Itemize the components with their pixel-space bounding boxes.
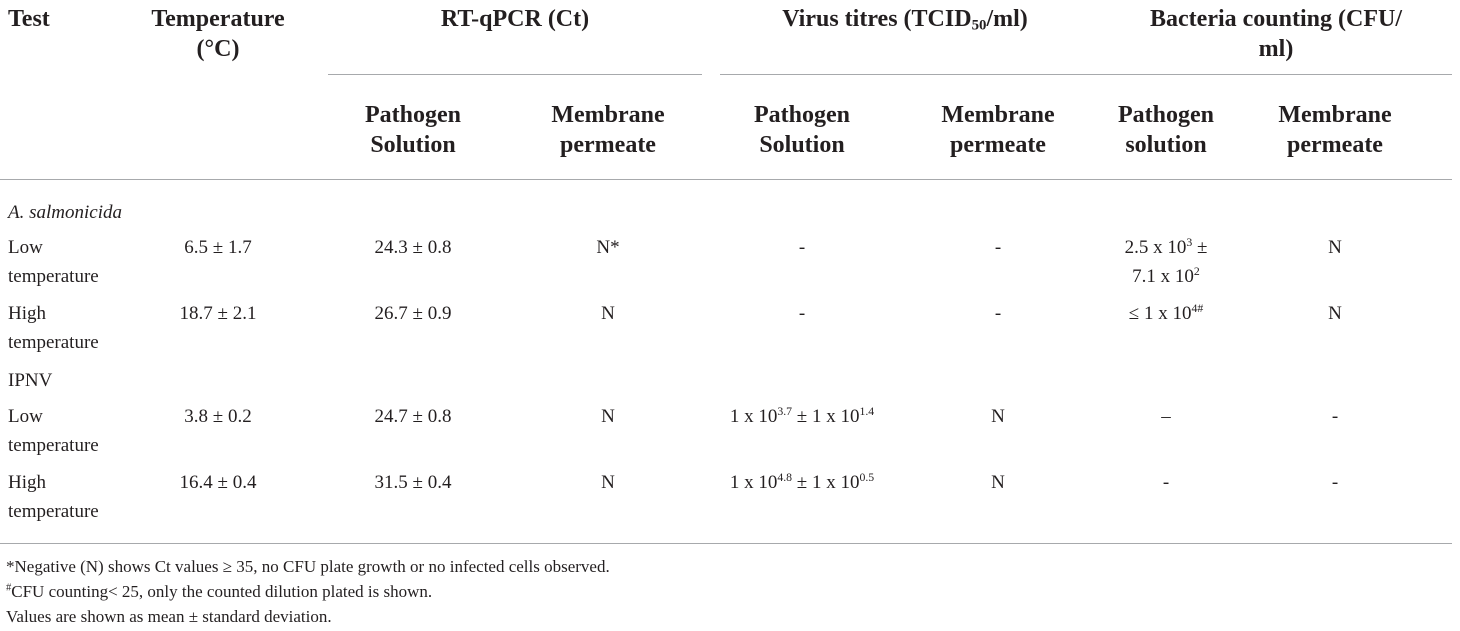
rule-header-bottom [0, 179, 1452, 180]
subheader-bact-membrane: Membrane permeate [1250, 100, 1420, 160]
header-virus-pre: Virus titres (TCID [782, 6, 972, 32]
row-label-line: temperature [8, 266, 99, 287]
row-label-line: temperature [8, 332, 99, 353]
cell-part: 7.1 x 10 [1132, 266, 1194, 287]
cell-bact-pathogen: – [1161, 406, 1171, 427]
cell-temperature: 6.5 ± 1.7 [184, 237, 252, 258]
cell-sup: 4.8 [777, 470, 793, 484]
footnote-negative: *Negative (N) shows Ct values ≥ 35, no C… [6, 557, 610, 576]
cell-rt-pathogen: 24.3 ± 0.8 [374, 237, 452, 258]
cell-rt-pathogen: 24.7 ± 0.8 [374, 406, 452, 427]
cell-sup: 3 [1186, 235, 1193, 249]
header-bacteria-line2: ml) [1258, 36, 1294, 62]
header-rtqpcr: RT-qPCR (Ct) [440, 6, 590, 32]
cell-bact-pathogen: - [1162, 472, 1170, 493]
cell-temperature: 18.7 ± 2.1 [179, 303, 257, 324]
cell-bact-membrane: N [1328, 303, 1342, 324]
subheader-line: Membrane [941, 102, 1055, 128]
cell-rt-membrane: N* [596, 237, 620, 258]
rule-table-bottom [0, 543, 1452, 544]
cell-virus-membrane: N [991, 472, 1005, 493]
cell-part: ± 1 x 10 [792, 406, 860, 427]
subheader-line: Pathogen [1118, 102, 1214, 128]
cell-virus-membrane: N [991, 406, 1005, 427]
cell-temperature: 3.8 ± 0.2 [184, 406, 252, 427]
row-label-line: temperature [8, 435, 99, 456]
subheader-line: permeate [560, 132, 656, 158]
group-label-ipnv: IPNV [8, 370, 53, 391]
header-temperature-line2: (°C) [196, 36, 240, 62]
subheader-bact-pathogen: Pathogen solution [1096, 100, 1236, 160]
subheader-line: Membrane [1278, 102, 1392, 128]
cell-bact-pathogen: ≤ 1 x 104# [1096, 299, 1236, 328]
group-label-a-salmonicida: A. salmonicida [8, 202, 122, 223]
subheader-line: permeate [1287, 132, 1383, 158]
cell-virus-pathogen: 1 x 103.7 ± 1 x 101.4 [700, 402, 904, 431]
cell-rt-membrane: N [601, 406, 615, 427]
header-test: Test [8, 6, 50, 32]
header-temperature: Temperature (°C) [138, 4, 298, 64]
cell-temperature: 16.4 ± 0.4 [179, 472, 257, 493]
footnote-text: CFU counting< 25, only the counted dilut… [11, 582, 433, 601]
cell-bact-membrane: N [1328, 237, 1342, 258]
cell-bact-membrane: - [1331, 406, 1339, 427]
cell-part: ≤ 1 x 10 [1128, 303, 1192, 324]
footnote-cfu: #CFU counting< 25, only the counted dilu… [6, 579, 432, 604]
header-virus-sub: 50 [971, 17, 987, 34]
cell-virus-membrane: - [994, 237, 1002, 258]
row-label-line: High [8, 472, 46, 493]
cell-rt-pathogen: 31.5 ± 0.4 [374, 472, 452, 493]
row-label-line: High [8, 303, 46, 324]
footnote-values: Values are shown as mean ± standard devi… [6, 607, 332, 626]
cell-part: 1 x 10 [729, 406, 778, 427]
cell-rt-membrane: N [601, 303, 615, 324]
subheader-line: Pathogen [754, 102, 850, 128]
cell-virus-pathogen: 1 x 104.8 ± 1 x 100.5 [700, 468, 904, 497]
subheader-rt-pathogen: Pathogen Solution [328, 100, 498, 160]
cell-sup: 0.5 [859, 470, 875, 484]
cell-sup: 4# [1191, 301, 1204, 315]
cell-part: 2.5 x 10 [1124, 237, 1187, 258]
cell-part: 1 x 10 [729, 472, 778, 493]
header-virus-titres: Virus titres (TCID50/ml) [720, 4, 1090, 34]
rule-virus-bacteria-span [720, 74, 1452, 75]
footnote-sup: # [6, 582, 12, 594]
cell-line: 2.5 x 103 ± [1096, 233, 1236, 262]
cell-rt-membrane: N [601, 472, 615, 493]
cell-part: ± [1192, 237, 1208, 258]
row-label-as-high: High temperature [8, 299, 99, 357]
subheader-virus-pathogen: Pathogen Solution [720, 100, 884, 160]
header-bacteria-line1: Bacteria counting (CFU/ [1150, 6, 1402, 32]
subheader-virus-membrane: Membrane permeate [906, 100, 1090, 160]
cell-virus-membrane: - [994, 303, 1002, 324]
subheader-line: Solution [759, 132, 845, 158]
rule-rtqpcr-span [328, 74, 702, 75]
cell-part: ± 1 x 10 [792, 472, 860, 493]
cell-rt-pathogen: 26.7 ± 0.9 [374, 303, 452, 324]
row-label-line: temperature [8, 501, 99, 522]
header-bacteria: Bacteria counting (CFU/ ml) [1096, 4, 1456, 64]
cell-line: 7.1 x 102 [1096, 262, 1236, 291]
subheader-line: Pathogen [365, 102, 461, 128]
header-virus-post: /ml) [986, 6, 1028, 32]
header-temperature-line1: Temperature [151, 6, 285, 32]
row-label-ipnv-high: High temperature [8, 468, 99, 526]
row-label-as-low: Low temperature [8, 233, 99, 291]
subheader-line: permeate [950, 132, 1046, 158]
subheader-rt-membrane: Membrane permeate [510, 100, 706, 160]
cell-sup: 1.4 [859, 404, 875, 418]
subheader-line: Membrane [551, 102, 665, 128]
cell-sup: 3.7 [777, 404, 793, 418]
cell-sup: 2 [1193, 264, 1200, 278]
subheader-line: Solution [370, 132, 456, 158]
cell-virus-pathogen: - [798, 303, 806, 324]
cell-virus-pathogen: - [798, 237, 806, 258]
row-label-line: Low [8, 237, 43, 258]
row-label-ipnv-low: Low temperature [8, 402, 99, 460]
row-label-line: Low [8, 406, 43, 427]
cell-bact-pathogen: 2.5 x 103 ± 7.1 x 102 [1096, 233, 1236, 291]
subheader-line: solution [1125, 132, 1207, 158]
cell-bact-membrane: - [1331, 472, 1339, 493]
